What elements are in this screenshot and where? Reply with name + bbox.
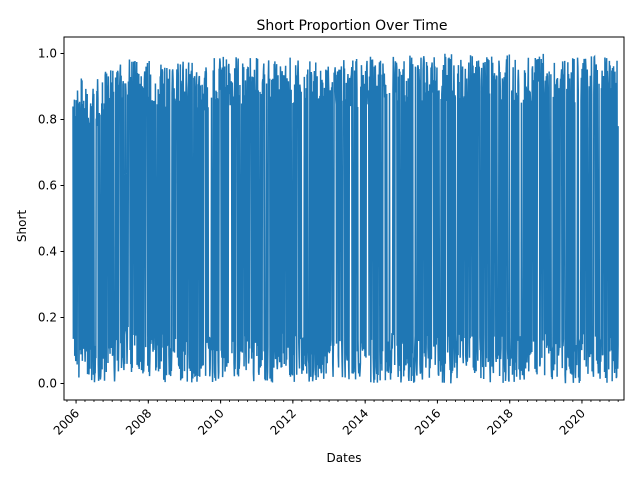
axes-frame (63, 36, 625, 401)
series-line (72, 53, 619, 384)
y-tick-label: 0.0 (38, 377, 57, 391)
y-tick-label: 1.0 (38, 47, 57, 61)
plot-area (72, 53, 619, 384)
y-tick-label: 0.4 (38, 245, 57, 259)
chart-title: Short Proportion Over Time (256, 18, 447, 34)
y-tick-label: 0.6 (38, 179, 57, 193)
x-axis-label: Dates (327, 451, 362, 465)
y-tick-label: 0.8 (38, 113, 57, 127)
y-axis-label: Short (15, 210, 29, 242)
y-tick-label: 0.2 (38, 311, 57, 325)
y-axis: 0.0 0.2 0.4 0.6 0.8 1.0 (38, 47, 64, 391)
